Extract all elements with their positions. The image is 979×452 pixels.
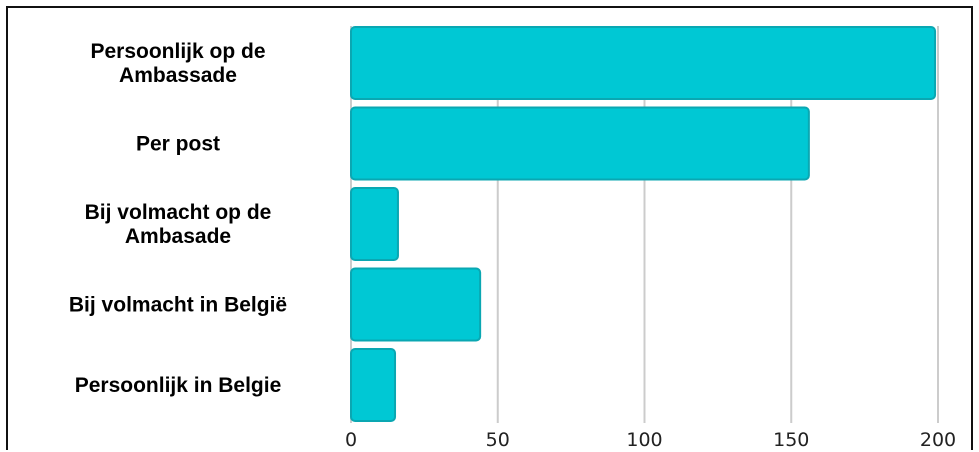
category-label-line: Ambasade	[125, 225, 231, 248]
category-label-line: Ambassade	[119, 64, 237, 87]
category-labels: Persoonlijk op de Ambassade Per post Bij vo…	[69, 40, 287, 397]
category-label-line: Per post	[136, 133, 220, 156]
x-tick-label-3: 150	[773, 429, 809, 451]
category-label-1: Per post	[136, 133, 220, 156]
x-tick-labels: 0 50 100 150 200	[345, 429, 956, 451]
x-tick-label-4: 200	[920, 429, 956, 451]
x-tick-label-1: 50	[486, 429, 510, 451]
category-label-line: Persoonlijk op de	[90, 40, 265, 63]
category-label-4: Persoonlijk in Belgie	[75, 374, 282, 397]
x-tick-label-0: 0	[345, 429, 357, 451]
bar-chart: Persoonlijk op de Ambassade Per post Bij vo…	[69, 26, 956, 451]
bar-2	[350, 187, 399, 261]
bar-1	[350, 106, 810, 181]
category-label-line: Bij volmacht op de	[85, 201, 272, 224]
category-label-3: Bij volmacht in België	[69, 294, 287, 317]
category-label-2: Bij volmacht op de Ambasade	[85, 201, 272, 248]
bars	[350, 26, 937, 422]
bar-3	[350, 267, 482, 342]
bar-0	[350, 26, 937, 100]
category-label-0: Persoonlijk op de Ambassade	[90, 40, 265, 87]
chart-frame: Persoonlijk op de Ambassade Per post Bij vo…	[6, 6, 973, 451]
bar-4	[350, 348, 397, 422]
category-label-line: Bij volmacht in België	[69, 294, 287, 317]
x-tick-label-2: 100	[626, 429, 662, 451]
category-label-line: Persoonlijk in Belgie	[75, 374, 282, 397]
